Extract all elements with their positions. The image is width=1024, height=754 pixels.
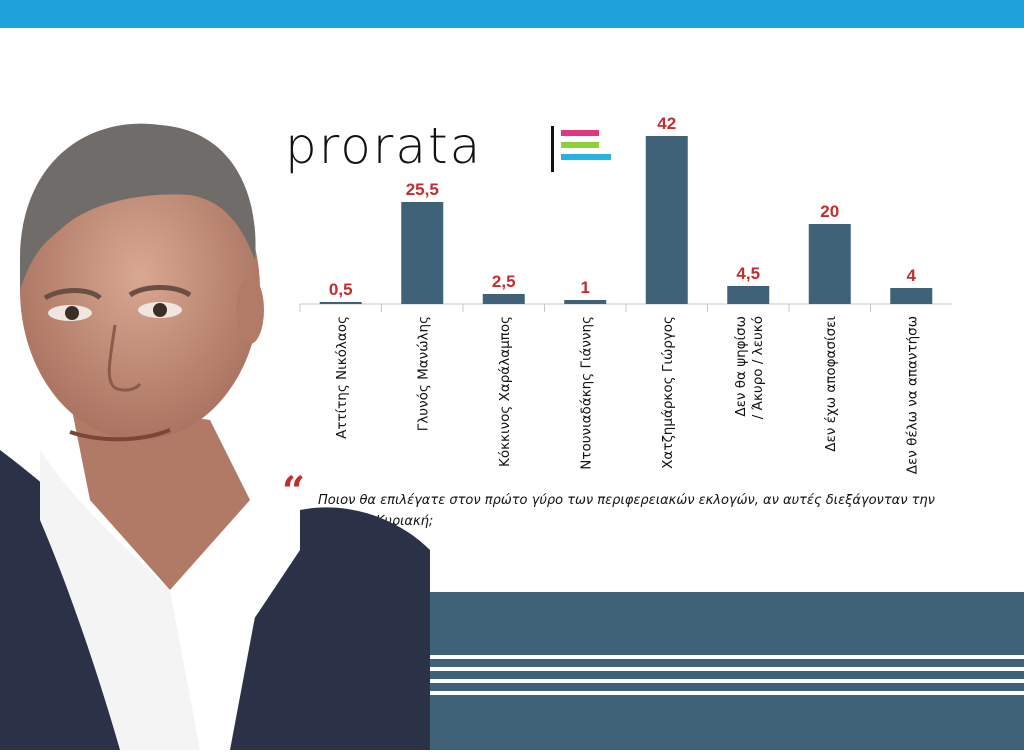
portrait-image xyxy=(0,123,430,750)
category-label-line: Γλυνός Μανώλης xyxy=(415,316,431,431)
data-label: 2,5 xyxy=(492,272,516,291)
logo-line-green xyxy=(561,142,599,148)
vote-intention-bar-chart: 0,5 Αττίτης Νικόλαος 25,5 Γλυνός Μανώλης 2,5… xyxy=(280,100,980,480)
category-label-line: Δεν έχω αποφασίσει xyxy=(823,316,839,452)
logo-line-blue xyxy=(561,154,611,160)
category-label-line: / Άκυρο / λευκό xyxy=(750,316,766,419)
data-label: 25,5 xyxy=(406,180,439,199)
category-label-line: Δεν θέλω να απαντήσω xyxy=(904,316,920,474)
bottom-stripe xyxy=(410,667,1024,671)
bar xyxy=(319,302,362,304)
category-label-line: Χατζημάρκος Γιώργος xyxy=(660,316,676,469)
data-label: 42 xyxy=(657,114,676,133)
category-label: Δεν θέλω να απαντήσω xyxy=(904,316,920,474)
category-label: Κόκκινος Χαράλαμπος xyxy=(497,316,513,467)
chart-canvas: 0,5 Αττίτης Νικόλαος 25,5 Γλυνός Μανώλης 2,5… xyxy=(299,114,952,474)
bar xyxy=(890,288,933,304)
category-label: Ντουνιαδάκης Γιάννης xyxy=(578,316,594,470)
top-accent-bar xyxy=(0,0,1024,28)
data-label: 4,5 xyxy=(736,264,760,283)
data-label: 1 xyxy=(581,278,590,297)
category-label: Γλυνός Μανώλης xyxy=(415,316,431,431)
category-label-line: Κόκκινος Χαράλαμπος xyxy=(497,316,513,467)
bar xyxy=(808,224,851,304)
bottom-stripe xyxy=(410,655,1024,659)
logo-line-pink xyxy=(561,130,599,136)
bar xyxy=(727,286,770,304)
candidate-portrait xyxy=(0,120,430,750)
category-label: Αττίτης Νικόλαος xyxy=(334,316,350,439)
data-label: 0,5 xyxy=(329,280,353,299)
bar xyxy=(401,202,444,304)
bar xyxy=(645,136,688,304)
data-label: 4 xyxy=(907,266,917,285)
category-label-line: Αττίτης Νικόλαος xyxy=(334,316,350,439)
bar xyxy=(564,300,607,304)
bottom-stripe xyxy=(410,679,1024,683)
category-label-line: Ντουνιαδάκης Γιάννης xyxy=(578,316,594,470)
category-label-line: Δεν θα ψηφίσω xyxy=(733,316,749,417)
bottom-decorative-block xyxy=(410,592,1024,750)
bottom-stripe xyxy=(410,691,1024,695)
logo-wordmark: prorata xyxy=(285,117,483,175)
logo-divider xyxy=(551,126,554,172)
category-label: Δεν θα ψηφίσω / Άκυρο / λευκό xyxy=(733,316,766,419)
prorata-logo: prorata xyxy=(285,118,625,178)
category-label: Χατζημάρκος Γιώργος xyxy=(660,316,676,469)
data-label: 20 xyxy=(820,202,839,221)
category-label: Δεν έχω αποφασίσει xyxy=(823,316,839,452)
bar xyxy=(482,294,525,304)
